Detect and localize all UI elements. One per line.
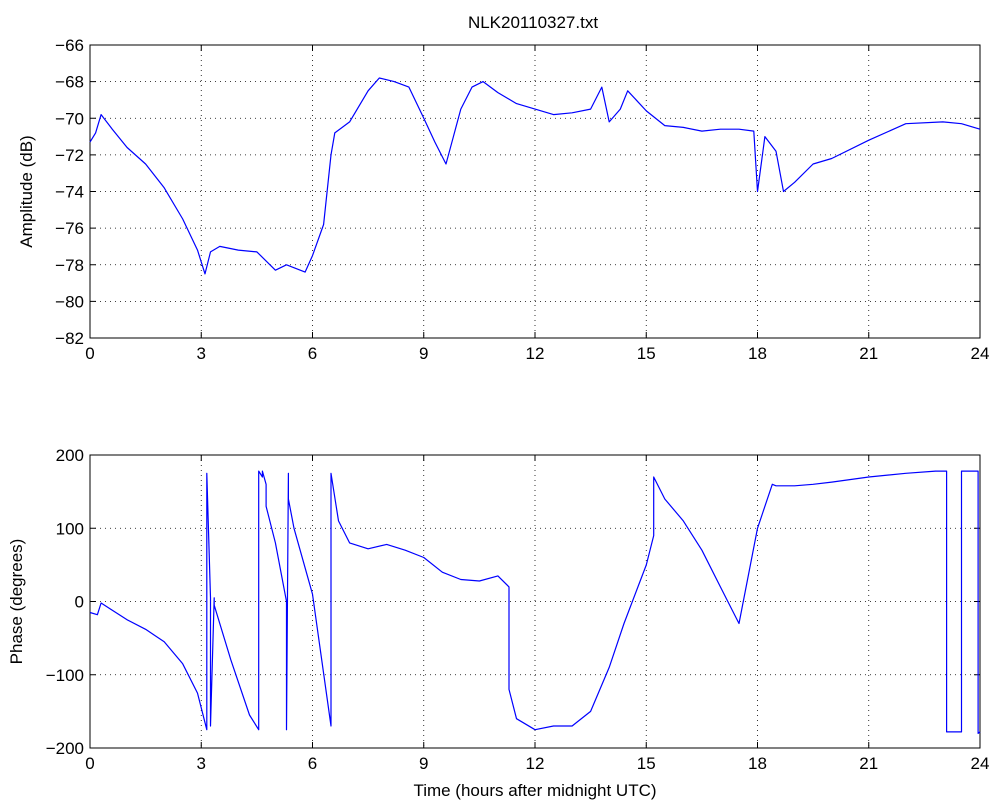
phase-x-tick-label: 24 <box>971 754 990 773</box>
phase-y-tick-label: 0 <box>75 593 84 612</box>
amplitude-x-tick-label: 6 <box>308 344 317 363</box>
amplitude-x-tick-label: 21 <box>859 344 878 363</box>
amplitude-y-tick-label: −68 <box>55 73 84 92</box>
figure-title: NLK20110327.txt <box>468 13 598 32</box>
amplitude-x-tick-label: 12 <box>526 344 545 363</box>
phase-x-tick-label: 21 <box>859 754 878 773</box>
amplitude-series-line <box>89 77 981 275</box>
amplitude-y-tick-label: −82 <box>55 329 84 348</box>
phase-series <box>89 470 981 735</box>
phase-x-tick-label: 6 <box>308 754 317 773</box>
phase-y-tick-label: −200 <box>46 739 84 758</box>
phase-x-tick-label: 12 <box>526 754 545 773</box>
phase-x-tick-label: 18 <box>748 754 767 773</box>
amplitude-x-tick-label: 18 <box>748 344 767 363</box>
phase-x-axis-label: Time (hours after midnight UTC) <box>413 781 656 800</box>
phase-y-axis-label: Phase (degrees) <box>7 539 26 665</box>
amplitude-y-tick-label: −72 <box>55 146 84 165</box>
amplitude-y-tick-label: −76 <box>55 219 84 238</box>
amplitude-y-axis-label: Amplitude (dB) <box>17 135 36 247</box>
phase-x-tick-label: 0 <box>85 754 94 773</box>
phase-gridlines <box>90 455 980 748</box>
amplitude-x-tick-label: 9 <box>419 344 428 363</box>
amplitude-gridlines <box>90 45 980 338</box>
phase-y-tick-label: −100 <box>46 666 84 685</box>
phase-y-tick-label: 200 <box>56 446 84 465</box>
phase-ticks: 0 3 6 9 12 15 18 21 24 −200 −100 0 100 200 <box>46 446 990 773</box>
amplitude-x-tick-label: 24 <box>971 344 990 363</box>
amplitude-panel: 0 3 6 9 12 15 18 21 24 −82 −80 −78 −76 −74 −72 −70 −68 −6… <box>17 36 989 363</box>
amplitude-x-tick-label: 15 <box>637 344 656 363</box>
amplitude-y-tick-label: −80 <box>55 292 84 311</box>
amplitude-y-tick-label: −74 <box>55 183 84 202</box>
amplitude-ticks: 0 3 6 9 12 15 18 21 24 −82 −80 −78 −76 −74 −72 −70 −68 −6… <box>55 36 989 363</box>
amplitude-series <box>89 77 981 275</box>
amplitude-y-tick-label: −70 <box>55 109 84 128</box>
phase-panel: 0 3 6 9 12 15 18 21 24 −200 −100 0 100 200 Phase (deg… <box>7 446 989 800</box>
amplitude-y-tick-label: −78 <box>55 256 84 275</box>
amplitude-x-tick-label: 0 <box>85 344 94 363</box>
phase-series-line <box>89 470 981 735</box>
phase-x-tick-label: 9 <box>419 754 428 773</box>
amplitude-y-tick-label: −66 <box>55 36 84 55</box>
amplitude-x-tick-label: 3 <box>197 344 206 363</box>
phase-y-tick-label: 100 <box>56 519 84 538</box>
phase-x-tick-label: 15 <box>637 754 656 773</box>
phase-x-tick-label: 3 <box>197 754 206 773</box>
